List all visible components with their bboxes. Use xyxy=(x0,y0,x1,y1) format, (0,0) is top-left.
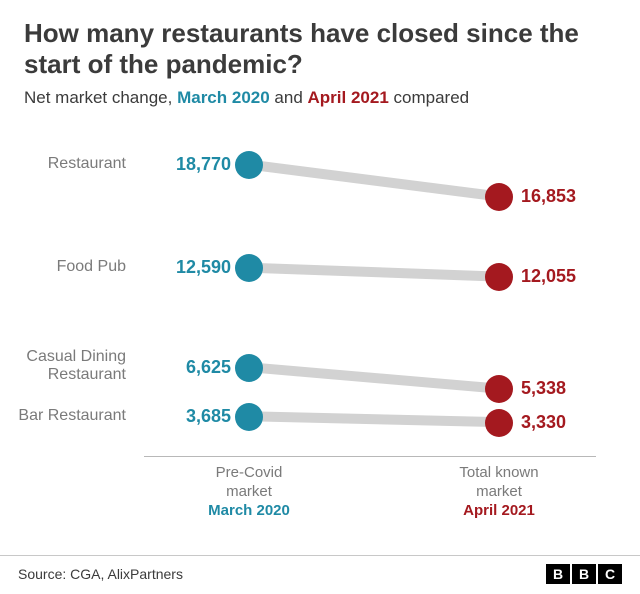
subtitle-period2: April 2021 xyxy=(308,88,389,107)
bbc-logo-letter: C xyxy=(598,564,622,584)
axis-label-right: Total knownmarketApril 2021 xyxy=(429,464,569,520)
category-label: Bar Restaurant xyxy=(0,407,126,425)
subtitle-prefix: Net market change, xyxy=(24,88,177,107)
chart-title: How many restaurants have closed since t… xyxy=(24,18,616,80)
bbc-logo-letter: B xyxy=(546,564,570,584)
axis-label-left: Pre-CovidmarketMarch 2020 xyxy=(179,464,319,520)
subtitle-period1: March 2020 xyxy=(177,88,270,107)
dot-period2 xyxy=(485,409,513,437)
value-period2: 3,330 xyxy=(521,412,566,433)
axis-line xyxy=(144,456,596,457)
chart-footer: Source: CGA, AlixPartners B B C xyxy=(0,555,640,594)
dot-period1 xyxy=(235,403,263,431)
slope-chart: 18,77016,853Restaurant12,59012,055Food P… xyxy=(34,132,616,512)
value-period1: 3,685 xyxy=(161,406,231,427)
source-text: Source: CGA, AlixPartners xyxy=(18,566,183,582)
bbc-logo-letter: B xyxy=(572,564,596,584)
slope-connector xyxy=(34,132,614,512)
bbc-logo: B B C xyxy=(546,564,622,584)
subtitle-suffix: compared xyxy=(389,88,469,107)
subtitle-mid: and xyxy=(270,88,308,107)
chart-subtitle: Net market change, March 2020 and April … xyxy=(24,88,616,108)
